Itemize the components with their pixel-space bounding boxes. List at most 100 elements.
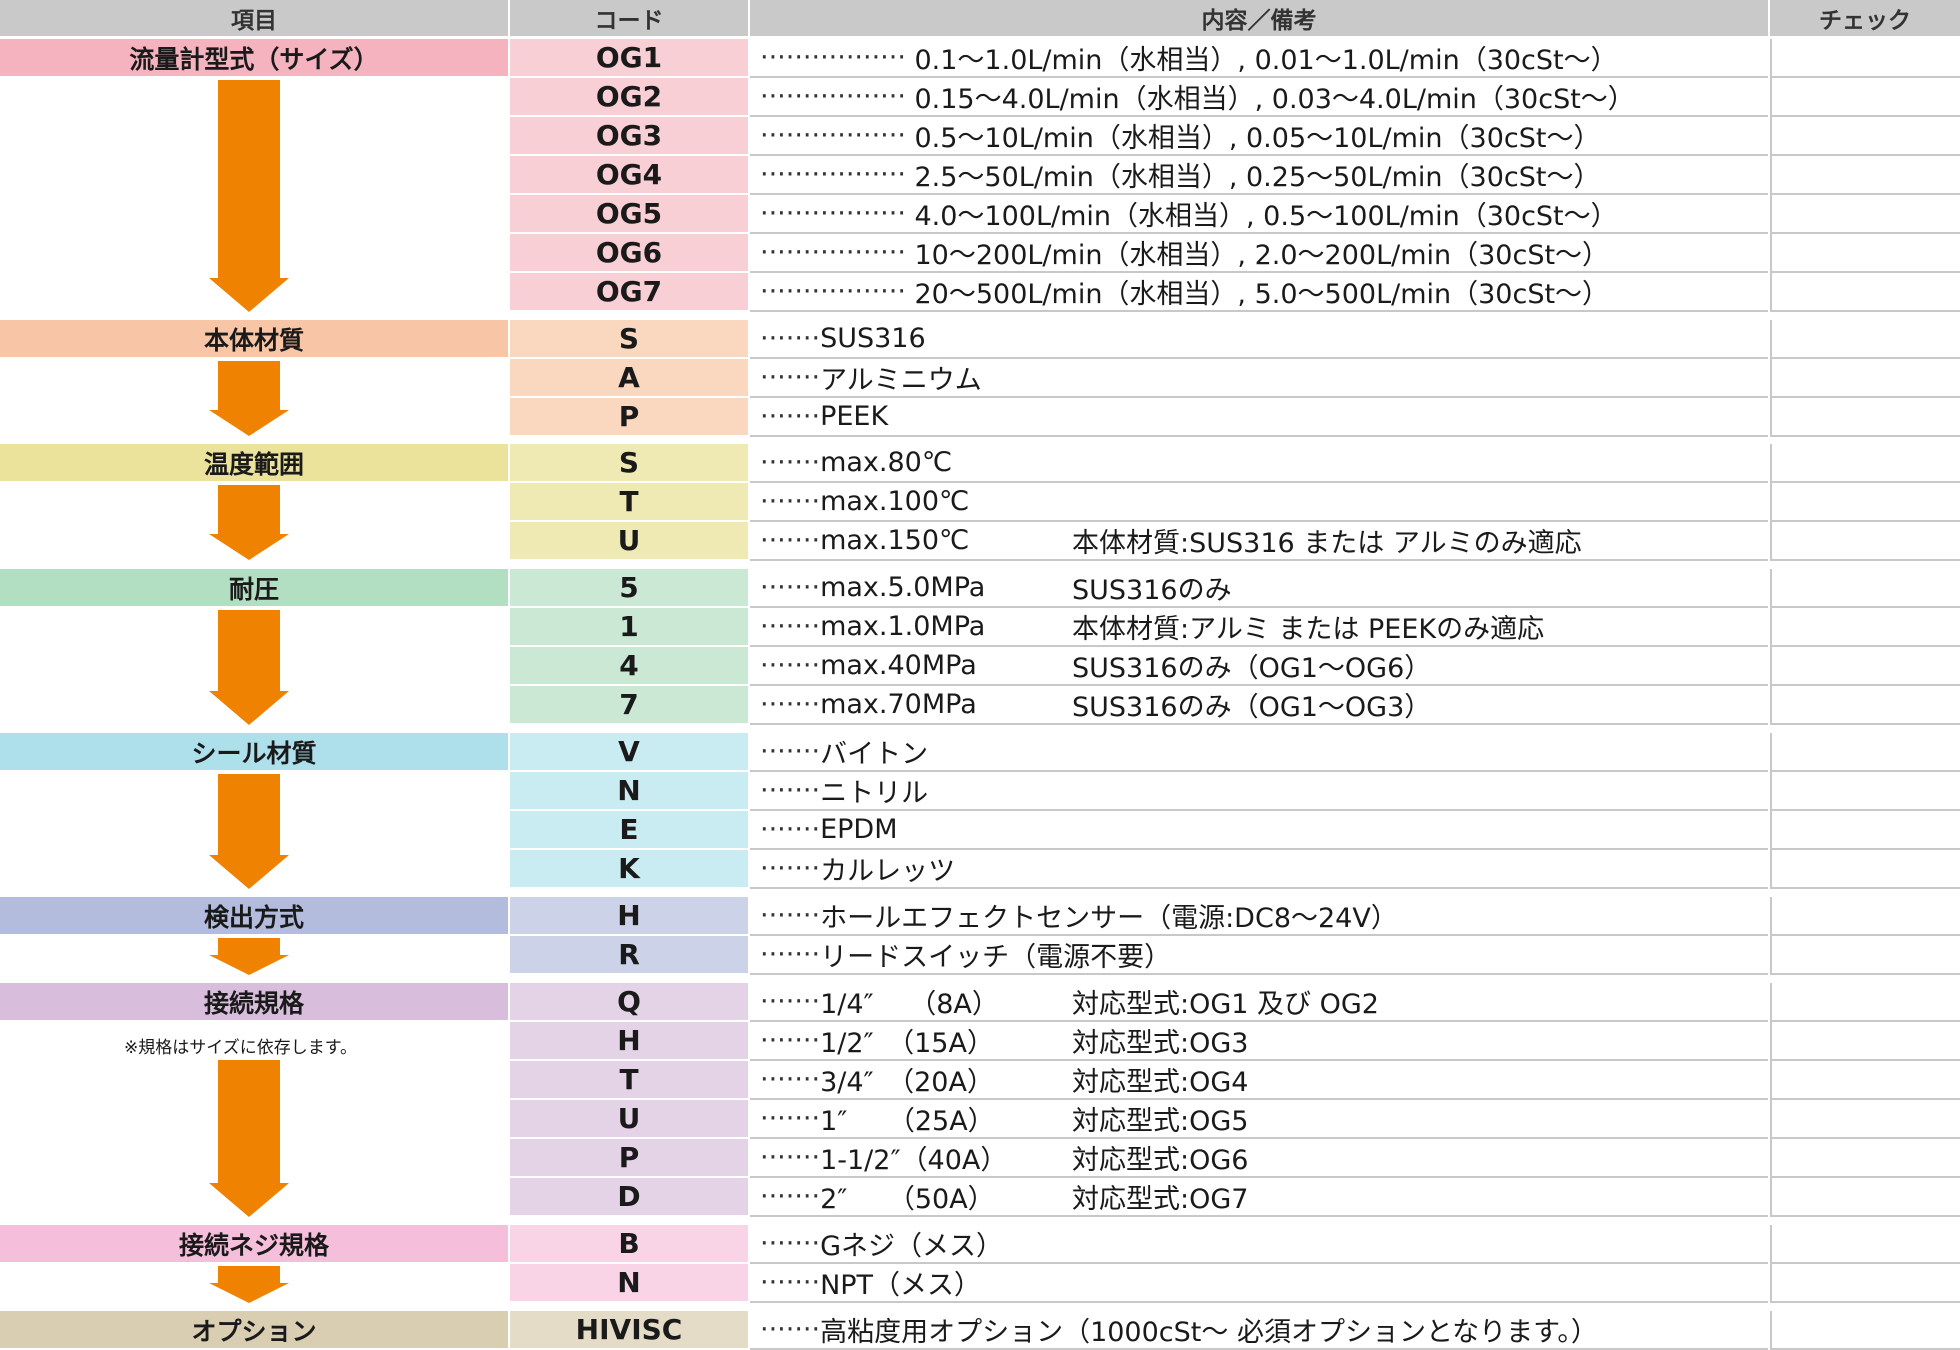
check-cell[interactable] <box>1770 1022 1960 1061</box>
flow-arrow-icon <box>218 485 280 536</box>
content-text: 2″ （50A） <box>820 1184 995 1215</box>
content-cell: ······· バイトン <box>750 733 1768 772</box>
leader-dots: ······· <box>760 525 821 556</box>
check-cell[interactable] <box>1770 156 1960 195</box>
content-cell: ······· カルレッツ <box>750 850 1768 889</box>
code-cell: OG6 <box>510 234 748 271</box>
leader-dots: ······· <box>760 323 821 354</box>
content-note: SUS316のみ（OG1〜OG6） <box>1072 653 1432 684</box>
content-cell: ······· NPT（メス） <box>750 1264 1768 1303</box>
code-cell: OG1 <box>510 39 748 76</box>
item-label: 本体材質 <box>0 320 508 357</box>
check-cell[interactable] <box>1770 398 1960 437</box>
check-cell[interactable] <box>1770 1225 1960 1264</box>
flow-arrow-head-icon <box>209 955 289 975</box>
code-cell: T <box>510 483 748 520</box>
check-cell[interactable] <box>1770 647 1960 686</box>
content-note: 本体材質:アルミ または PEEKのみ適応 <box>1072 614 1545 645</box>
check-cell[interactable] <box>1770 686 1960 725</box>
code-cell: 4 <box>510 647 748 684</box>
content-text: 4.0〜100L/min（水相当）, 0.5〜100L/min（30cSt〜） <box>905 201 1618 232</box>
check-cell[interactable] <box>1770 522 1960 561</box>
check-cell[interactable] <box>1770 117 1960 156</box>
code-cell: HIVISC <box>510 1311 748 1348</box>
code-cell: D <box>510 1178 748 1215</box>
leader-dots: ················· <box>760 120 906 151</box>
leader-dots: ······· <box>760 362 821 393</box>
leader-dots: ······· <box>760 814 821 845</box>
check-cell[interactable] <box>1770 39 1960 78</box>
leader-dots: ······· <box>760 986 821 1017</box>
check-cell[interactable] <box>1770 897 1960 936</box>
code-cell: OG2 <box>510 78 748 115</box>
check-cell[interactable] <box>1770 983 1960 1022</box>
content-text: 1-1/2″（40A） <box>820 1145 1008 1176</box>
check-cell[interactable] <box>1770 78 1960 117</box>
content-cell: ······· max.5.0MPa SUS316のみ <box>750 569 1768 608</box>
leader-dots: ······· <box>760 650 821 681</box>
content-text: 20〜500L/min（水相当）, 5.0〜500L/min（30cSt〜） <box>905 279 1610 310</box>
content-text: 3/4″ （20A） <box>820 1067 994 1098</box>
leader-dots: ······· <box>760 736 821 767</box>
content-cell: ······· 2″ （50A） 対応型式:OG7 <box>750 1178 1768 1217</box>
content-cell: ················· 0.5〜10L/min（水相当）, 0.05… <box>750 117 1768 156</box>
code-cell: 7 <box>510 686 748 723</box>
flow-arrow-head-icon <box>209 691 289 725</box>
check-cell[interactable] <box>1770 1139 1960 1178</box>
header-content: 内容／備考 <box>750 0 1768 36</box>
leader-dots: ······· <box>760 1142 821 1173</box>
content-text: max.150℃ <box>820 525 970 556</box>
item-label: 接続規格 <box>0 983 508 1020</box>
code-cell: Q <box>510 983 748 1020</box>
item-label: 温度範囲 <box>0 444 508 481</box>
check-cell[interactable] <box>1770 234 1960 273</box>
check-cell[interactable] <box>1770 733 1960 772</box>
flow-arrow-icon <box>218 1060 280 1184</box>
leader-dots: ······· <box>760 853 821 884</box>
check-cell[interactable] <box>1770 936 1960 975</box>
content-text: NPT（メス） <box>820 1270 982 1301</box>
check-cell[interactable] <box>1770 569 1960 608</box>
check-cell[interactable] <box>1770 483 1960 522</box>
item-label: 流量計型式（サイズ） <box>0 39 508 76</box>
content-text: 1″ （25A） <box>820 1106 995 1137</box>
content-cell: ················· 4.0〜100L/min（水相当）, 0.5… <box>750 195 1768 234</box>
check-cell[interactable] <box>1770 1264 1960 1303</box>
code-cell: OG5 <box>510 195 748 232</box>
flow-arrow-head-icon <box>209 278 289 312</box>
code-cell: P <box>510 1139 748 1176</box>
code-cell: OG7 <box>510 273 748 310</box>
code-cell: S <box>510 320 748 357</box>
content-cell: ······· max.80℃ <box>750 444 1768 483</box>
content-note: 対応型式:OG1 及び OG2 <box>1072 989 1379 1020</box>
check-cell[interactable] <box>1770 1311 1960 1350</box>
check-cell[interactable] <box>1770 1061 1960 1100</box>
content-cell: ······· ニトリル <box>750 772 1768 811</box>
check-cell[interactable] <box>1770 608 1960 647</box>
check-cell[interactable] <box>1770 811 1960 850</box>
flow-arrow-icon <box>218 361 280 411</box>
code-cell: P <box>510 398 748 435</box>
content-note: SUS316のみ <box>1072 575 1232 606</box>
check-cell[interactable] <box>1770 195 1960 234</box>
content-note: 対応型式:OG3 <box>1072 1028 1249 1059</box>
check-cell[interactable] <box>1770 444 1960 483</box>
header-item: 項目 <box>0 0 508 36</box>
content-text: max.100℃ <box>820 486 970 517</box>
header-code: コード <box>510 0 748 36</box>
content-cell: ······· PEEK <box>750 398 1768 437</box>
check-cell[interactable] <box>1770 320 1960 359</box>
check-cell[interactable] <box>1770 1100 1960 1139</box>
code-cell: N <box>510 772 748 809</box>
item-label: 検出方式 <box>0 897 508 934</box>
content-cell: ······· 1″ （25A） 対応型式:OG5 <box>750 1100 1768 1139</box>
check-cell[interactable] <box>1770 273 1960 312</box>
leader-dots: ················· <box>760 81 906 112</box>
leader-dots: ················· <box>760 237 906 268</box>
content-cell: ······· max.1.0MPa 本体材質:アルミ または PEEKのみ適応 <box>750 608 1768 647</box>
check-cell[interactable] <box>1770 850 1960 889</box>
check-cell[interactable] <box>1770 772 1960 811</box>
check-cell[interactable] <box>1770 1178 1960 1217</box>
check-cell[interactable] <box>1770 359 1960 398</box>
content-cell: ······· max.70MPa SUS316のみ（OG1〜OG3） <box>750 686 1768 725</box>
